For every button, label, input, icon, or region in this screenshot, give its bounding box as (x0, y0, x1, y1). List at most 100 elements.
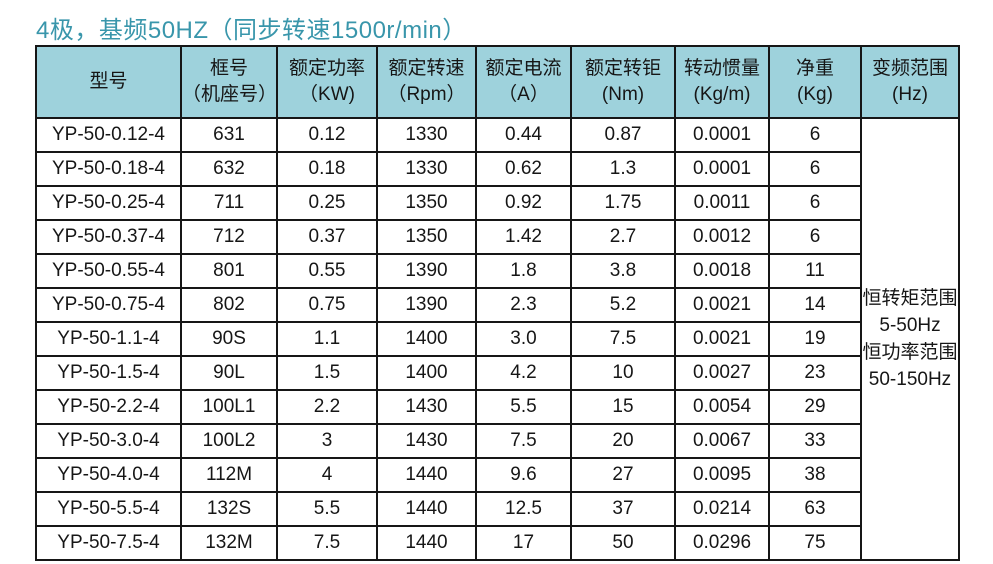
header-line2: (Kg) (797, 84, 833, 105)
table-cell: 0.0054 (674, 389, 770, 425)
table-cell: YP-50-1.5-4 (35, 355, 182, 391)
table-cell: 0.0095 (674, 457, 770, 493)
table-cell: 19 (768, 321, 862, 357)
table-cell: 802 (180, 287, 278, 323)
table-cell: YP-50-0.25-4 (35, 185, 182, 221)
table-cell: 712 (180, 219, 278, 255)
table-cell: 132M (180, 525, 278, 561)
header-line2: （机座号） (182, 84, 277, 105)
table-cell: 1330 (376, 117, 477, 153)
table-row: YP-50-4.0-4 112M 4 1440 9.6 27 0.0095 38 (35, 457, 959, 493)
table-cell: 1.1 (276, 321, 378, 357)
table-cell: 132S (180, 491, 278, 527)
table-cell: 6 (768, 185, 862, 221)
table-cell: YP-50-0.75-4 (35, 287, 182, 323)
table-cell: 12.5 (475, 491, 572, 527)
table-cell: 1.3 (570, 151, 676, 187)
col-header-rated-torque: 额定转钜 (Nm) (570, 45, 676, 119)
table-cell: 632 (180, 151, 278, 187)
table-cell: 0.75 (276, 287, 378, 323)
table-cell: 7.5 (276, 525, 378, 561)
table-row: YP-50-0.37-4 712 0.37 1350 1.42 2.7 0.0012 6 (35, 219, 959, 255)
table-cell: 7.5 (570, 321, 676, 357)
table-cell: 0.87 (570, 117, 676, 153)
table-cell: 1.42 (475, 219, 572, 255)
table-cell: 20 (570, 423, 676, 459)
table-cell: 0.44 (475, 117, 572, 153)
table-cell: 1.8 (475, 253, 572, 289)
table-cell: YP-50-0.12-4 (35, 117, 182, 153)
header-line1: 变频范围 (871, 58, 948, 79)
table-cell: YP-50-2.2-4 (35, 389, 182, 425)
freq-range-line: 5-50Hz (879, 315, 941, 336)
table-cell: 29 (768, 389, 862, 425)
table-cell: 4.2 (475, 355, 572, 391)
table-cell: 5.5 (475, 389, 572, 425)
freq-range-merged-cell: 恒转矩范围 5-50Hz 恒功率范围 50-150Hz (860, 117, 960, 561)
freq-range-line: 恒功率范围 (862, 342, 958, 363)
header-line1: 额定电流 (485, 58, 562, 79)
header-line1: 框号 (209, 58, 248, 79)
spec-table: 型号 框号 （机座号） 额定功率 （KW) 额定转速 （Rpm） 额定电流 （A… (35, 45, 960, 561)
table-row: YP-50-0.55-4 801 0.55 1390 1.8 3.8 0.0018 11 (35, 253, 959, 289)
table-cell: 0.0067 (674, 423, 770, 459)
table-row: YP-50-1.5-4 90L 1.5 1400 4.2 10 0.0027 23 (35, 355, 959, 391)
header-line1: 净重 (795, 58, 834, 79)
table-cell: 27 (570, 457, 676, 493)
table-cell: YP-50-0.55-4 (35, 253, 182, 289)
table-cell: 5.5 (276, 491, 378, 527)
table-cell: 1330 (376, 151, 477, 187)
table-cell: 1.5 (276, 355, 378, 391)
header-line1: 转动惯量 (683, 58, 760, 79)
table-cell: 1440 (376, 525, 477, 561)
table-row: YP-50-7.5-4 132M 7.5 1440 17 50 0.0296 75 (35, 525, 959, 561)
table-cell: 90L (180, 355, 278, 391)
freq-range-line: 50-150Hz (868, 369, 952, 390)
table-cell: 63 (768, 491, 862, 527)
table-cell: 1390 (376, 287, 477, 323)
table-cell: 100L1 (180, 389, 278, 425)
table-cell: 11 (768, 253, 862, 289)
table-cell: 0.92 (475, 185, 572, 221)
table-cell: YP-50-5.5-4 (35, 491, 182, 527)
col-header-frequency-range: 变频范围 (Hz) (860, 45, 960, 119)
table-cell: 0.62 (475, 151, 572, 187)
table-row: YP-50-0.18-4 632 0.18 1330 0.62 1.3 0.0001 6 (35, 151, 959, 187)
col-header-rated-power: 额定功率 （KW) (276, 45, 378, 119)
table-cell: 112M (180, 457, 278, 493)
header-line2: (Nm) (601, 84, 645, 105)
table-cell: 33 (768, 423, 862, 459)
table-cell: 801 (180, 253, 278, 289)
col-header-rated-speed: 额定转速 （Rpm） (376, 45, 477, 119)
table-cell: 711 (180, 185, 278, 221)
table-cell: 0.37 (276, 219, 378, 255)
header-line2: (Hz) (892, 84, 928, 105)
table-cell: 0.25 (276, 185, 378, 221)
table-cell: 1390 (376, 253, 477, 289)
table-cell: 1.75 (570, 185, 676, 221)
table-cell: 100L2 (180, 423, 278, 459)
table-cell: 1400 (376, 321, 477, 357)
table-cell: 0.18 (276, 151, 378, 187)
table-cell: 2.7 (570, 219, 676, 255)
table-row: YP-50-0.25-4 711 0.25 1350 0.92 1.75 0.0011 6 (35, 185, 959, 221)
header-line1: 额定转速 (388, 58, 465, 79)
table-cell: 4 (276, 457, 378, 493)
table-cell: 0.0214 (674, 491, 770, 527)
table-row: YP-50-1.1-4 90S 1.1 1400 3.0 7.5 0.0021 19 (35, 321, 959, 357)
col-header-rotational-inertia: 转动惯量 (Kg/m) (674, 45, 770, 119)
col-header-rated-current: 额定电流 （A） (475, 45, 572, 119)
table-cell: 50 (570, 525, 676, 561)
table-cell: 7.5 (475, 423, 572, 459)
table-row: YP-50-0.75-4 802 0.75 1390 2.3 5.2 0.0021 14 (35, 287, 959, 323)
table-cell: 1440 (376, 457, 477, 493)
table-row: YP-50-0.12-4 631 0.12 1330 0.44 0.87 0.0001 6 恒转… (35, 117, 960, 561)
table-cell: 1350 (376, 219, 477, 255)
table-cell: 6 (768, 219, 862, 255)
table-row: YP-50-5.5-4 132S 5.5 1440 12.5 37 0.0214 63 (35, 491, 959, 527)
page-title: 4极，基频50HZ（同步转速1500r/min） (36, 17, 467, 44)
table-cell: 0.0021 (674, 321, 770, 357)
table-cell: 0.12 (276, 117, 378, 153)
table-header: 型号 框号 （机座号） 额定功率 （KW) 额定转速 （Rpm） 额定电流 （A… (35, 45, 960, 119)
